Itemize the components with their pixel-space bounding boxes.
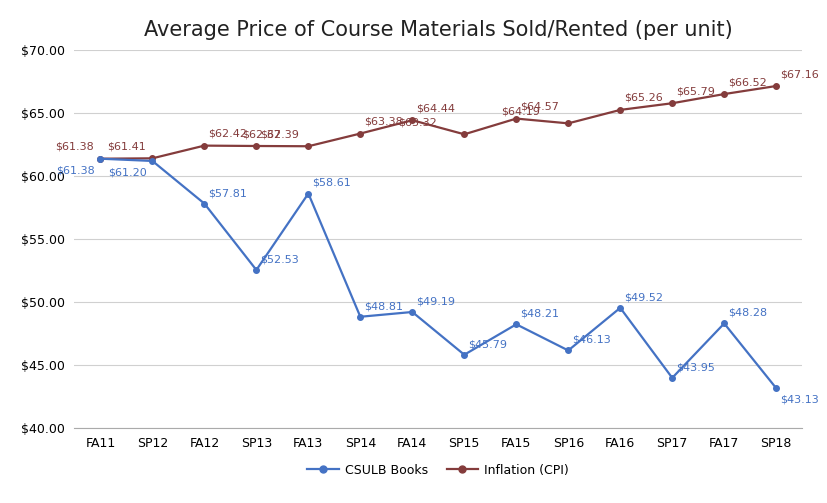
Text: $64.44: $64.44 — [417, 103, 456, 113]
Text: $62.42: $62.42 — [208, 129, 247, 139]
Text: $58.61: $58.61 — [313, 178, 351, 188]
Text: $62.39: $62.39 — [261, 129, 299, 139]
Text: $65.26: $65.26 — [624, 93, 663, 103]
Text: $64.57: $64.57 — [520, 102, 559, 112]
Text: $48.21: $48.21 — [520, 309, 559, 319]
Text: $64.19: $64.19 — [502, 107, 541, 116]
Text: $46.13: $46.13 — [572, 335, 611, 345]
Title: Average Price of Course Materials Sold/Rented (per unit): Average Price of Course Materials Sold/R… — [144, 21, 733, 40]
Text: $61.41: $61.41 — [107, 141, 146, 151]
Text: $49.19: $49.19 — [417, 296, 456, 306]
Text: $63.38: $63.38 — [365, 117, 404, 127]
Text: $45.79: $45.79 — [468, 339, 508, 349]
Text: $65.79: $65.79 — [676, 87, 715, 96]
Text: $61.20: $61.20 — [108, 167, 147, 178]
Text: $62.37: $62.37 — [241, 129, 280, 139]
Legend: CSULB Books, Inflation (CPI): CSULB Books, Inflation (CPI) — [303, 459, 574, 482]
Text: $67.16: $67.16 — [781, 69, 819, 79]
Text: $52.53: $52.53 — [261, 255, 299, 265]
Text: $61.38: $61.38 — [55, 142, 93, 152]
Text: $63.32: $63.32 — [398, 117, 437, 127]
Text: $66.52: $66.52 — [729, 77, 767, 87]
Text: $48.28: $48.28 — [729, 308, 767, 318]
Text: $43.13: $43.13 — [781, 395, 819, 405]
Text: $57.81: $57.81 — [208, 188, 247, 198]
Text: $61.38: $61.38 — [56, 165, 95, 176]
Text: $49.52: $49.52 — [624, 292, 663, 302]
Text: $43.95: $43.95 — [676, 362, 715, 372]
Text: $48.81: $48.81 — [365, 301, 404, 311]
